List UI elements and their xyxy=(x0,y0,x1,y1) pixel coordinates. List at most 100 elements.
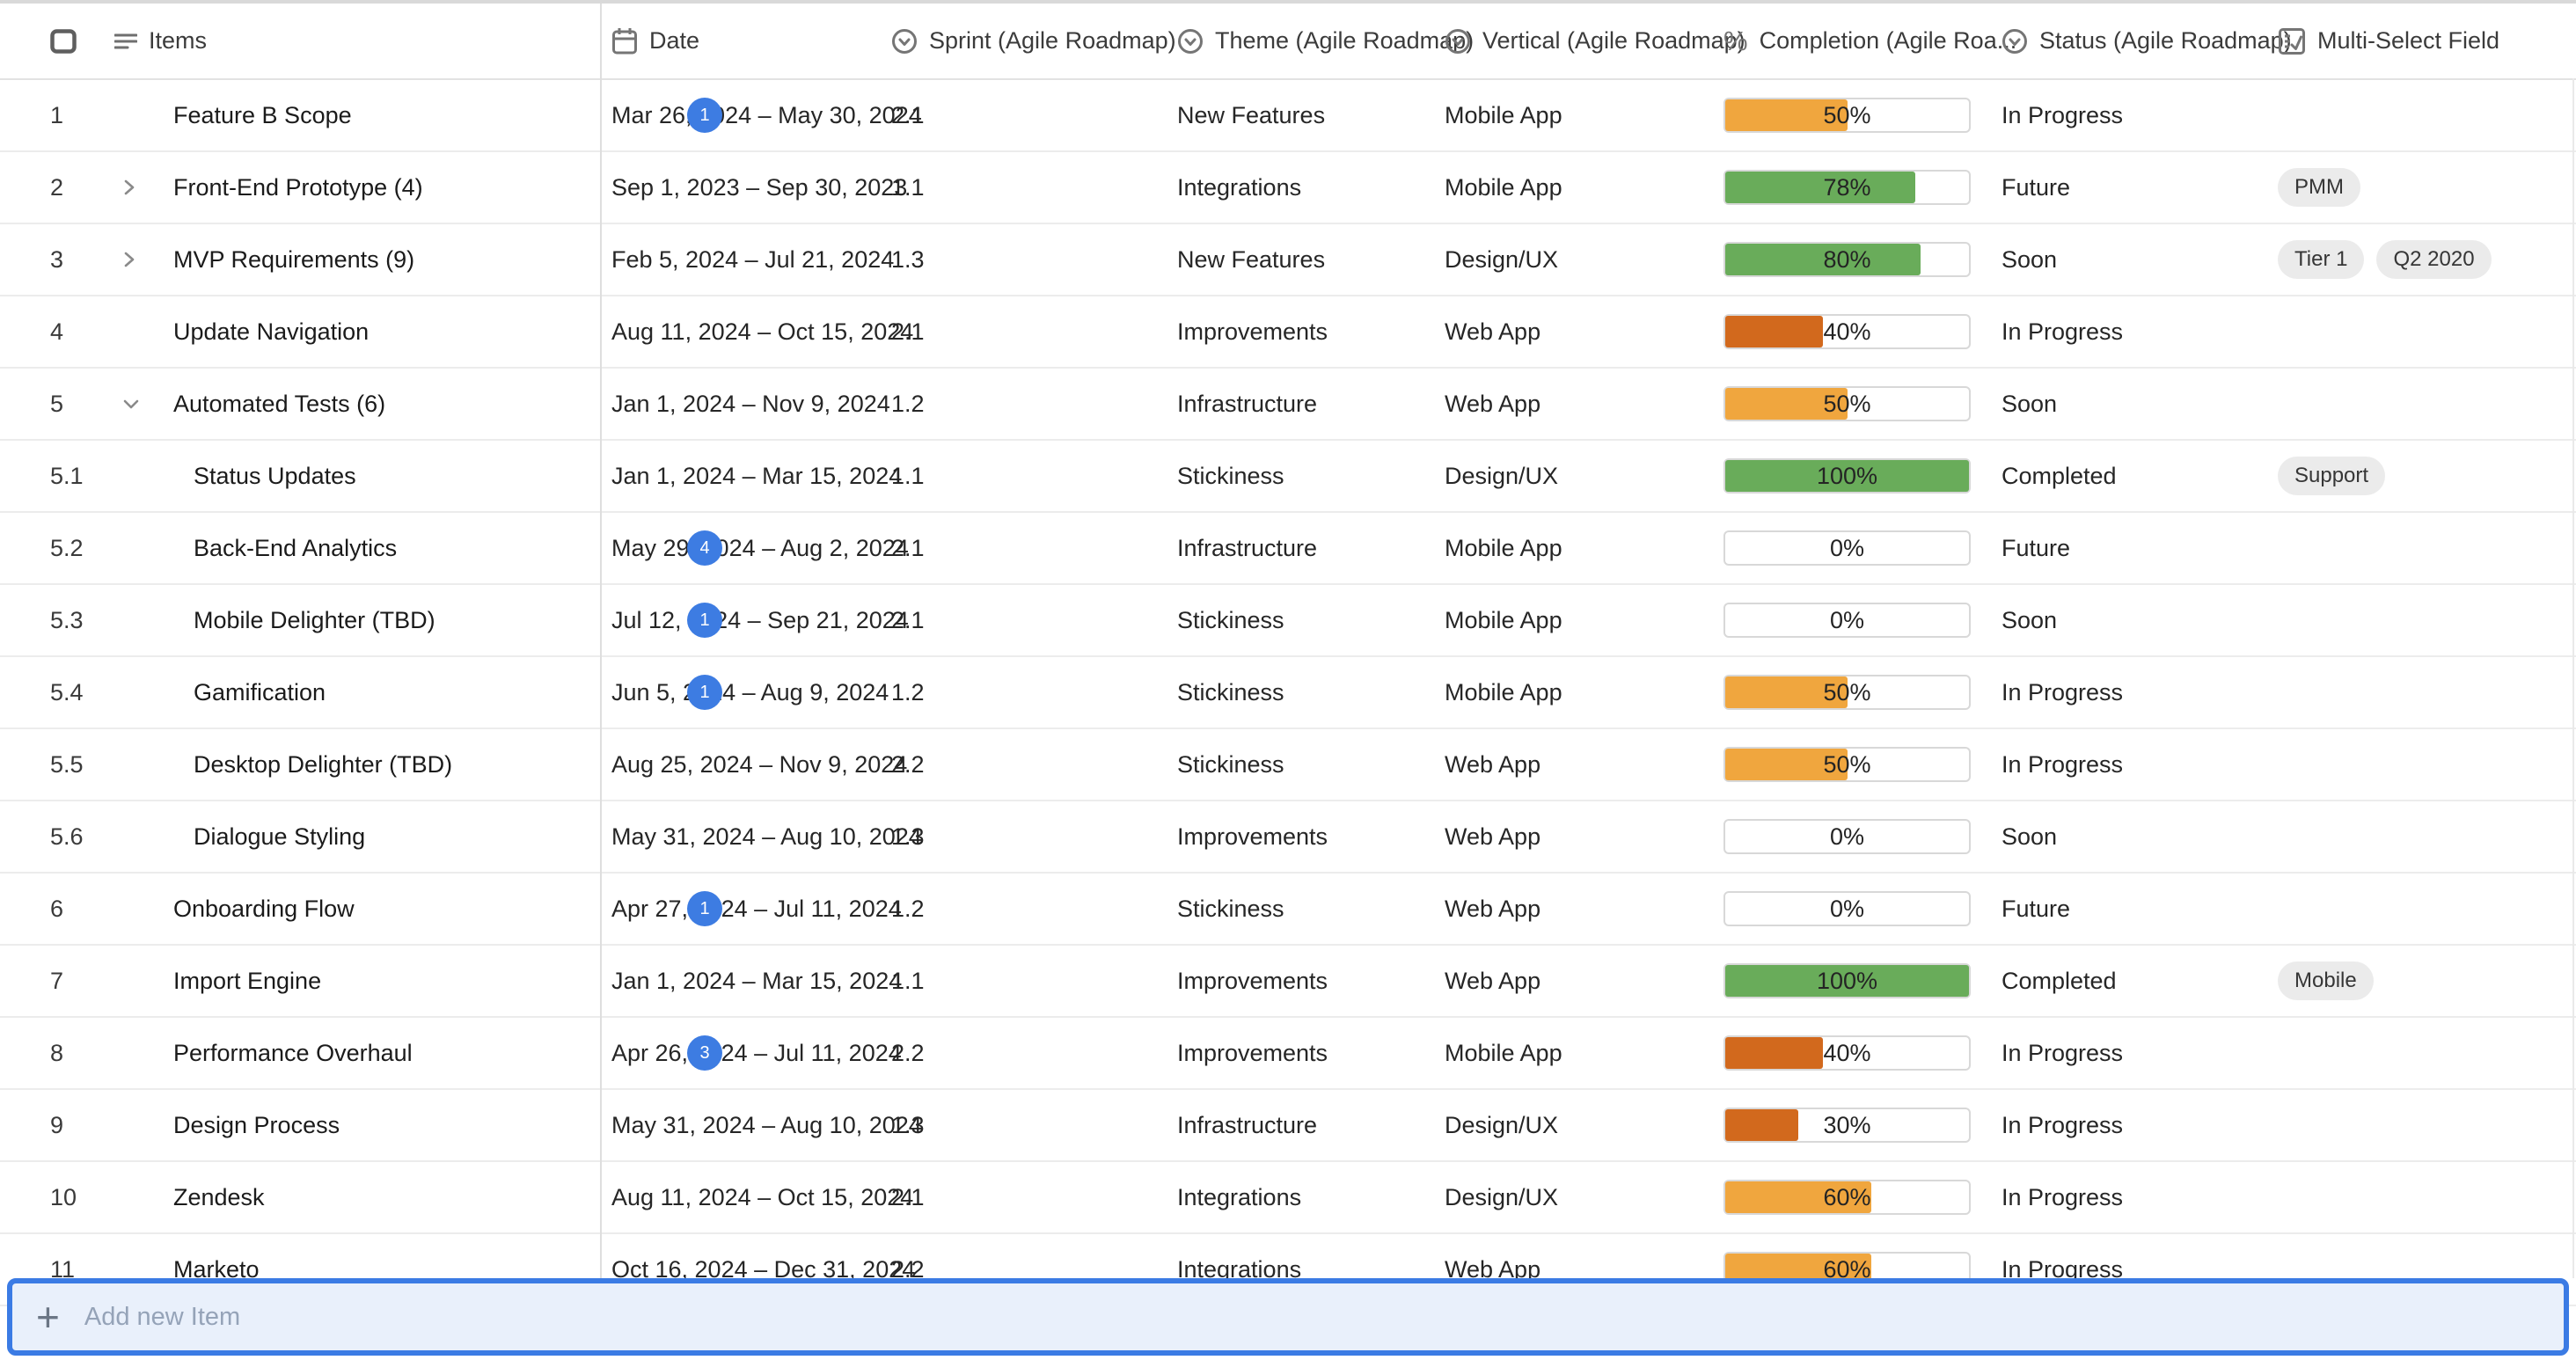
table-row[interactable]: 6 Onboarding Flow 1 Apr 27, 2024 – Jul 1… xyxy=(0,874,2576,946)
status-cell[interactable]: Future xyxy=(2002,534,2071,561)
progress-bar[interactable]: 40% xyxy=(1723,1035,1971,1071)
item-name-cell[interactable]: Feature B Scope 1 xyxy=(173,80,722,150)
vertical-cell[interactable]: Web App xyxy=(1445,390,1541,417)
vertical-cell[interactable]: Mobile App xyxy=(1445,101,1562,128)
status-cell[interactable]: In Progress xyxy=(2002,1039,2124,1066)
table-row[interactable]: 5 Automated Tests (6) Jan 1, 2024 – Nov … xyxy=(0,369,2576,441)
theme-cell[interactable]: Infrastructure xyxy=(1177,1111,1318,1138)
progress-bar[interactable]: 0% xyxy=(1723,603,1971,638)
item-name-cell[interactable]: Marketo xyxy=(173,1234,611,1305)
vertical-cell[interactable]: Web App xyxy=(1445,895,1541,922)
item-name-cell[interactable]: Status Updates xyxy=(173,441,611,511)
column-header-sprint[interactable]: Sprint (Agile Roadmap) xyxy=(891,4,1176,78)
theme-cell[interactable]: Infrastructure xyxy=(1177,390,1318,417)
row-number-cell[interactable]: 5.5 xyxy=(50,729,173,800)
select-all-checkbox[interactable] xyxy=(50,4,77,78)
sprint-cell[interactable]: 1.3 xyxy=(891,823,925,850)
row-number-cell[interactable]: 5.4 xyxy=(50,657,173,728)
completion-cell[interactable]: 60% xyxy=(1723,1180,2002,1215)
table-row[interactable]: 5.3 Mobile Delighter (TBD) 1 Jul 12, 202… xyxy=(0,585,2576,657)
item-name-cell[interactable]: Dialogue Styling xyxy=(173,801,611,872)
progress-bar[interactable]: 50% xyxy=(1723,675,1971,710)
sprint-cell[interactable]: 1.3 xyxy=(891,1111,925,1138)
progress-bar[interactable]: 0% xyxy=(1723,891,1971,926)
theme-cell[interactable]: Stickiness xyxy=(1177,678,1284,706)
status-cell[interactable]: Soon xyxy=(2002,390,2058,417)
completion-cell[interactable]: 100% xyxy=(1723,963,2002,998)
row-number-cell[interactable]: 11 xyxy=(50,1234,173,1305)
date-cell[interactable]: Jul 12, 2024 – Sep 21, 2024 xyxy=(611,606,909,633)
date-cell[interactable]: Apr 26, 2024 – Jul 11, 2024 xyxy=(611,1039,902,1066)
completion-cell[interactable]: 0% xyxy=(1723,891,2002,926)
theme-cell[interactable]: Improvements xyxy=(1177,967,1328,994)
chevron-down-icon[interactable] xyxy=(121,395,142,413)
table-row[interactable]: 1 Feature B Scope 1 Mar 26, 2024 – May 3… xyxy=(0,80,2576,152)
item-count-badge[interactable]: 1 xyxy=(687,675,722,710)
item-name[interactable]: Back-End Analytics xyxy=(194,534,398,561)
vertical-cell[interactable]: Mobile App xyxy=(1445,1039,1562,1066)
completion-cell[interactable]: 0% xyxy=(1723,819,2002,854)
progress-bar[interactable]: 50% xyxy=(1723,386,1971,421)
vertical-cell[interactable]: Mobile App xyxy=(1445,173,1562,201)
completion-cell[interactable]: 0% xyxy=(1723,530,2002,566)
sprint-cell[interactable]: 2.2 xyxy=(891,1255,925,1283)
item-name[interactable]: Front-End Prototype (4) xyxy=(173,173,423,201)
date-cell[interactable]: Apr 27, 2024 – Jul 11, 2024 xyxy=(611,895,902,922)
vertical-cell[interactable]: Design/UX xyxy=(1445,245,1559,273)
sprint-cell[interactable]: 1.1 xyxy=(891,462,925,489)
multi-select-cell[interactable]: Tier 1 Q2 2020 xyxy=(2278,240,2576,279)
multi-select-tag[interactable]: PMM xyxy=(2278,168,2360,207)
progress-bar[interactable]: 60% xyxy=(1723,1252,1971,1287)
theme-cell[interactable]: Integrations xyxy=(1177,1183,1302,1210)
date-cell[interactable]: Mar 26, 2024 – May 30, 2024 xyxy=(611,101,922,128)
completion-cell[interactable]: 100% xyxy=(1723,458,2002,494)
status-cell[interactable]: In Progress xyxy=(2002,101,2124,128)
progress-bar[interactable]: 0% xyxy=(1723,819,1971,854)
status-cell[interactable]: Soon xyxy=(2002,606,2058,633)
item-count-badge[interactable]: 1 xyxy=(687,603,722,638)
item-name[interactable]: MVP Requirements (9) xyxy=(173,245,415,273)
sprint-cell[interactable]: 1.1 xyxy=(891,173,925,201)
row-number-cell[interactable]: 2 xyxy=(50,152,173,223)
progress-bar[interactable]: 0% xyxy=(1723,530,1971,566)
status-cell[interactable]: In Progress xyxy=(2002,678,2124,706)
item-name[interactable]: Marketo xyxy=(173,1255,260,1283)
completion-cell[interactable]: 50% xyxy=(1723,386,2002,421)
status-cell[interactable]: In Progress xyxy=(2002,1183,2124,1210)
table-row[interactable]: 5.1 Status Updates Jan 1, 2024 – Mar 15,… xyxy=(0,441,2576,513)
completion-cell[interactable]: 40% xyxy=(1723,314,2002,349)
theme-cell[interactable]: New Features xyxy=(1177,101,1326,128)
date-cell[interactable]: May 31, 2024 – Aug 10, 2024 xyxy=(611,823,922,850)
vertical-cell[interactable]: Web App xyxy=(1445,967,1541,994)
theme-cell[interactable]: Integrations xyxy=(1177,173,1302,201)
item-name-cell[interactable]: Gamification 1 xyxy=(173,657,722,728)
progress-bar[interactable]: 50% xyxy=(1723,747,1971,782)
completion-cell[interactable]: 50% xyxy=(1723,747,2002,782)
date-cell[interactable]: May 31, 2024 – Aug 10, 2024 xyxy=(611,1111,922,1138)
multi-select-tag[interactable]: Tier 1 xyxy=(2278,240,2365,279)
item-name-cell[interactable]: Zendesk xyxy=(173,1162,611,1232)
item-name-cell[interactable]: Update Navigation xyxy=(173,296,611,367)
item-name-cell[interactable]: Performance Overhaul 3 xyxy=(173,1018,722,1088)
table-row[interactable]: 4 Update Navigation Aug 11, 2024 – Oct 1… xyxy=(0,296,2576,369)
status-cell[interactable]: In Progress xyxy=(2002,318,2124,345)
date-cell[interactable]: Aug 11, 2024 – Oct 15, 2024 xyxy=(611,1183,914,1210)
item-count-badge[interactable]: 4 xyxy=(687,530,722,566)
multi-select-tag[interactable]: Support xyxy=(2278,457,2386,495)
sprint-cell[interactable]: 2.1 xyxy=(891,606,925,633)
item-name[interactable]: Performance Overhaul xyxy=(173,1039,413,1066)
item-count-badge[interactable]: 3 xyxy=(687,1035,722,1071)
theme-cell[interactable]: Integrations xyxy=(1177,1255,1302,1283)
status-cell[interactable]: Soon xyxy=(2002,245,2058,273)
table-row[interactable]: 10 Zendesk Aug 11, 2024 – Oct 15, 2024 2… xyxy=(0,1162,2576,1234)
item-name-cell[interactable]: Automated Tests (6) xyxy=(173,369,611,439)
vertical-cell[interactable]: Mobile App xyxy=(1445,606,1562,633)
completion-cell[interactable]: 78% xyxy=(1723,170,2002,205)
row-number-cell[interactable]: 3 xyxy=(50,224,173,295)
column-header-multi-select[interactable]: Multi-Select Field xyxy=(2278,4,2499,78)
theme-cell[interactable]: Stickiness xyxy=(1177,606,1284,633)
multi-select-cell[interactable]: Support xyxy=(2278,457,2576,495)
row-number-cell[interactable]: 9 xyxy=(50,1090,173,1160)
status-cell[interactable]: Completed xyxy=(2002,967,2117,994)
item-count-badge[interactable]: 1 xyxy=(687,891,722,926)
